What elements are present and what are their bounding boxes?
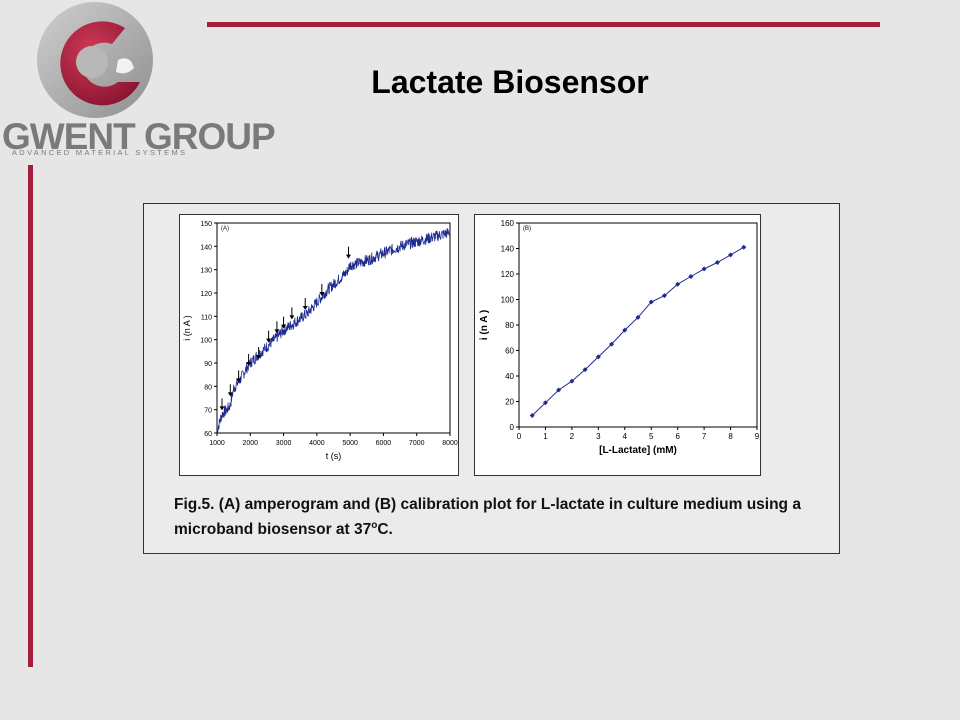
plot-frame <box>518 222 758 428</box>
injection-arrow-head <box>289 315 295 320</box>
y-tick-label: 100 <box>200 338 212 345</box>
x-tick-label: 1 <box>543 432 548 441</box>
x-tick-label: 3 <box>596 432 601 441</box>
company-logo: GWENT GROUP ADVANCED MATERIAL SYSTEMS <box>0 0 276 165</box>
calibration-svg: 0 1 2 3 4 5 6 7 8 9 0 20 40 60 80 100 120 140 160 (B) [L-Lac… <box>479 219 760 456</box>
calibration-point <box>635 314 641 320</box>
calibration-point <box>609 341 615 347</box>
y-tick-label: 110 <box>201 314 212 321</box>
calibration-point <box>675 281 681 287</box>
logo-mark <box>37 2 153 118</box>
injection-arrow-head <box>281 324 287 329</box>
y-tick-label: 100 <box>501 296 515 305</box>
y-tick-label: 80 <box>204 384 212 391</box>
x-tick-label: 8000 <box>442 440 458 447</box>
amperogram-trace <box>216 228 451 434</box>
plot-frame <box>216 222 451 434</box>
calibration-point <box>741 244 747 250</box>
y-tick-label: 90 <box>204 361 212 368</box>
caption-text: Fig.5. (A) amperogram and (B) calibratio… <box>174 496 801 539</box>
calibration-point <box>542 400 548 406</box>
x-tick-label: 1000 <box>209 440 225 447</box>
x-tick-label: 2 <box>570 432 575 441</box>
injection-arrow-head <box>236 378 242 383</box>
y-tick-label: 0 <box>510 423 515 432</box>
y-tick-label: 150 <box>200 221 212 228</box>
injection-arrow-head <box>227 392 233 397</box>
x-tick-label: 2000 <box>242 440 258 447</box>
y-tick-label: 120 <box>501 270 515 279</box>
injection-arrow-head <box>246 362 252 366</box>
x-tick-label: 8 <box>728 432 733 441</box>
amperogram-chart: 1000 2000 3000 4000 5000 6000 7000 8000 60 70 80 90… <box>179 214 459 476</box>
calibration-point <box>556 387 562 393</box>
calibration-line <box>531 246 745 416</box>
x-tick-label: 5000 <box>342 440 358 447</box>
logo-wordmark: GWENT GROUP <box>2 116 276 157</box>
caption-suffix: C. <box>377 521 393 539</box>
calibration-point <box>595 354 601 360</box>
calibration-point <box>728 252 734 258</box>
calibration-point <box>529 413 535 419</box>
y-axis-label: i (n A ) <box>479 310 490 340</box>
y-tick-label: 160 <box>501 219 515 228</box>
x-tick-label: 7 <box>702 432 707 441</box>
injection-arrow-head <box>266 338 272 343</box>
calibration-chart: 0 1 2 3 4 5 6 7 8 9 0 20 40 60 80 100 120 140 160 (B) [L-Lac… <box>474 214 761 476</box>
x-axis-label: t (s) <box>326 451 342 461</box>
amperogram-svg: 1000 2000 3000 4000 5000 6000 7000 8000 60 70 80 90… <box>182 221 458 461</box>
top-accent-rule <box>207 22 880 27</box>
calibration-point <box>701 266 707 272</box>
panel-label: (A) <box>221 226 229 232</box>
injection-arrow-head <box>274 329 280 334</box>
injection-arrow-head <box>256 355 262 359</box>
calibration-point <box>582 367 588 373</box>
y-axis-label: i (n A ) <box>182 315 192 341</box>
x-axis-label: [L-Lactate] (mM) <box>599 445 677 456</box>
left-accent-rule <box>28 165 33 667</box>
calibration-point <box>569 378 575 384</box>
y-tick-label: 130 <box>200 268 212 275</box>
x-tick-label: 6000 <box>376 440 392 447</box>
y-tick-label: 140 <box>200 244 212 251</box>
x-tick-label: 7000 <box>409 440 425 447</box>
calibration-point <box>688 274 694 280</box>
y-tick-label: 70 <box>204 408 212 415</box>
page-title: Lactate Biosensor <box>371 64 649 100</box>
y-tick-label: 40 <box>505 372 514 381</box>
x-tick-label: 9 <box>755 432 760 441</box>
x-tick-label: 3000 <box>276 440 292 447</box>
injection-arrow-head <box>345 254 351 259</box>
x-tick-label: 0 <box>517 432 522 441</box>
y-tick-label: 140 <box>501 245 515 254</box>
logo-tagline: ADVANCED MATERIAL SYSTEMS <box>12 148 188 157</box>
x-tick-label: 4000 <box>309 440 325 447</box>
panel-label: (B) <box>523 226 531 232</box>
injection-arrow-head <box>219 406 225 411</box>
x-tick-label: 6 <box>675 432 680 441</box>
calibration-point <box>622 327 628 333</box>
y-tick-label: 120 <box>200 291 212 298</box>
y-tick-label: 80 <box>505 321 514 330</box>
x-tick-label: 5 <box>649 432 654 441</box>
injection-arrow-head <box>302 306 308 310</box>
caption-superscript: o <box>371 520 378 531</box>
injection-arrow-head <box>319 292 325 296</box>
calibration-point <box>648 299 654 305</box>
y-tick-label: 60 <box>204 431 212 438</box>
y-tick-label: 20 <box>505 398 514 407</box>
calibration-point <box>714 260 720 266</box>
x-tick-label: 4 <box>623 432 628 441</box>
y-tick-label: 60 <box>505 347 514 356</box>
figure-caption: Fig.5. (A) amperogram and (B) calibratio… <box>174 494 824 540</box>
figure-panel: 1000 2000 3000 4000 5000 6000 7000 8000 60 70 80 90… <box>143 203 840 554</box>
calibration-point <box>661 293 667 299</box>
